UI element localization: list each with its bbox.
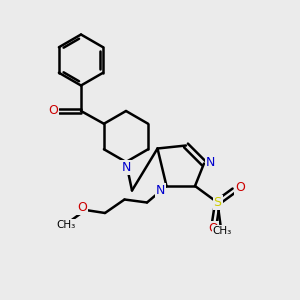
Text: N: N [156,184,165,197]
Text: O: O [235,181,245,194]
Text: N: N [121,161,131,174]
Text: O: O [208,221,218,235]
Text: CH₃: CH₃ [212,226,232,236]
Text: CH₃: CH₃ [56,220,76,230]
Text: O: O [48,104,58,118]
Text: S: S [214,196,221,209]
Text: N: N [206,155,215,169]
Text: O: O [77,201,87,214]
